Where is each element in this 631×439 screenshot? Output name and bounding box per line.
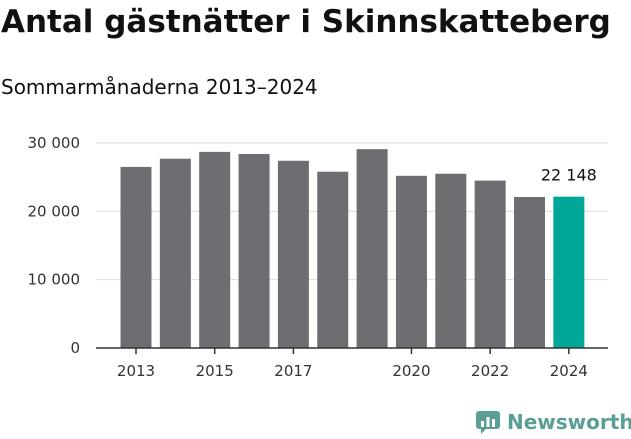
bar-2013 xyxy=(120,166,152,348)
y-tick-label: 20 000 xyxy=(28,202,81,220)
y-tick-label: 0 xyxy=(70,339,80,357)
y-tick-label: 30 000 xyxy=(28,134,81,152)
bar-2016 xyxy=(238,153,270,348)
bar-2017 xyxy=(277,160,309,348)
bar-2014 xyxy=(159,158,191,348)
x-tick-label: 2015 xyxy=(196,362,234,380)
chart-title: Antal gästnätter i Skinnskatteberg xyxy=(1,4,611,40)
bar-2023 xyxy=(514,196,545,348)
bar-2018 xyxy=(317,171,349,348)
x-tick-label: 2017 xyxy=(274,362,312,380)
x-tick-label: 2013 xyxy=(117,362,155,380)
x-tick-label: 2022 xyxy=(471,362,509,380)
highlight-value-label: 22 148 xyxy=(541,166,597,185)
newsworthy-logo-icon xyxy=(476,411,500,434)
y-tick-label: 10 000 xyxy=(28,271,81,289)
bar-2019 xyxy=(356,149,388,348)
bar-2022 xyxy=(474,180,506,348)
bar-2021 xyxy=(435,173,467,348)
bar-2015 xyxy=(199,151,231,348)
labels: 0 10 000 20 000 30 000 2013 2015 2017 2020 2022 2… xyxy=(28,134,597,380)
x-tick-label: 2020 xyxy=(392,362,430,380)
axes xyxy=(96,347,608,354)
bar-2020 xyxy=(395,175,427,348)
chart-subtitle: Sommarmånaderna 2013–2024 xyxy=(1,75,318,99)
x-tick-label: 2024 xyxy=(550,362,588,380)
bars xyxy=(120,149,585,348)
bar-2024 xyxy=(553,196,585,348)
newsworthy-logo: Newsworthy xyxy=(475,407,631,437)
newsworthy-logo-text: Newsworthy xyxy=(507,410,631,434)
